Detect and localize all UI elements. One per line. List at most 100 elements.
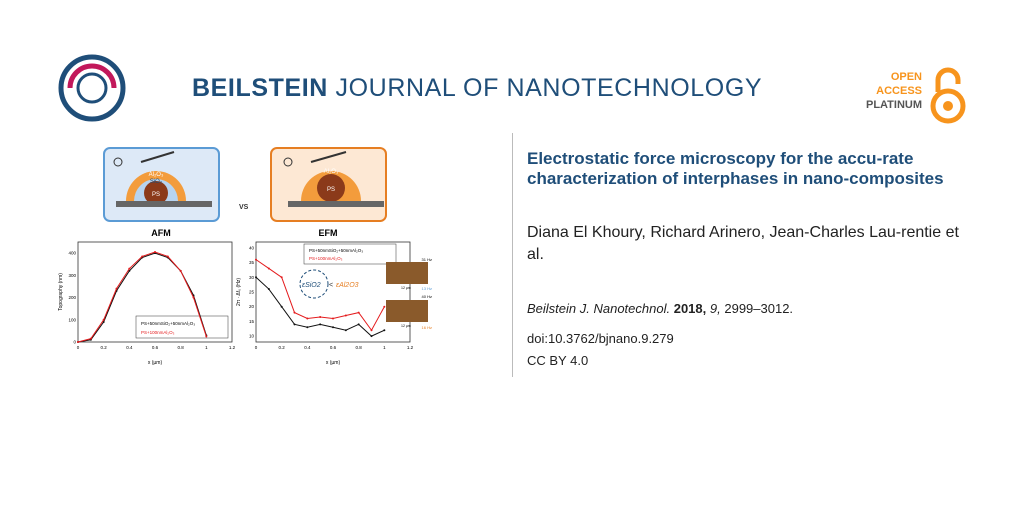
afm-xtick: 0.8 bbox=[178, 345, 185, 350]
vs-label: VS bbox=[239, 204, 249, 211]
efm-legend-a: PS+50nmSiO₂+50nmAl₂O₃ bbox=[309, 248, 363, 253]
article-doi[interactable]: doi:10.3762/bjnano.9.279 bbox=[527, 331, 674, 346]
article-title[interactable]: Electrostatic force microscopy for the a… bbox=[527, 149, 944, 188]
efm-series-a-point bbox=[332, 326, 334, 329]
afm-core-label: PS bbox=[152, 192, 160, 198]
efm-label: EFM bbox=[319, 228, 338, 238]
afm-xlabel: x (µm) bbox=[148, 360, 163, 366]
efm-xtick: 0.4 bbox=[304, 345, 311, 350]
afm-series-a-point bbox=[102, 321, 105, 323]
map1-bottom-label: 13 Hz bbox=[422, 286, 432, 291]
efm-ytick: 10 bbox=[249, 334, 255, 339]
journal-name-bold: BEILSTEIN bbox=[192, 74, 328, 102]
efm-series-b-point bbox=[332, 317, 334, 320]
afm-chart: Topography (nm) x (µm) PS+50nmSiO₂+50nmA… bbox=[58, 241, 236, 366]
afm-ytick: 100 bbox=[68, 317, 76, 322]
afm-series-b-point bbox=[128, 267, 131, 270]
efm-ytick: 20 bbox=[249, 304, 255, 309]
afm-series-b-point bbox=[102, 318, 105, 321]
oa-line-access: ACCESS bbox=[876, 85, 922, 97]
afm-series-b-point bbox=[192, 296, 195, 299]
efm-xtick: 0.8 bbox=[356, 345, 363, 350]
efm-series-b-point bbox=[383, 305, 386, 308]
afm-xtick: 1 bbox=[205, 345, 208, 350]
beilstein-logo-icon bbox=[58, 54, 126, 122]
efm-ytick: 35 bbox=[249, 260, 255, 265]
efm-ytick: 25 bbox=[249, 290, 255, 295]
article-authors: Diana El Khoury, Richard Arinero, Jean-C… bbox=[527, 224, 959, 263]
afm-series-b-point bbox=[89, 337, 92, 340]
efm-legend-b: PS+100nmAl₂O₃ bbox=[309, 256, 343, 261]
efm-series-a-point bbox=[280, 305, 283, 308]
vertical-divider bbox=[512, 133, 513, 377]
efm-ytick: 15 bbox=[249, 319, 255, 324]
afm-series-b-point bbox=[166, 255, 169, 258]
afm-xtick: 1.2 bbox=[229, 345, 236, 350]
efm-xtick: 0.2 bbox=[279, 345, 286, 350]
efm-legend bbox=[303, 243, 397, 265]
afm-substrate bbox=[116, 201, 212, 207]
efm-series-b-point bbox=[267, 267, 270, 270]
afm-legend-b: PS+100nmAl₂O₃ bbox=[141, 330, 175, 335]
efm-core bbox=[317, 174, 345, 202]
map1-scalebar: 12 µm bbox=[401, 286, 411, 290]
map1-top-label: 31 Hz bbox=[422, 257, 432, 262]
efm-series-b-point bbox=[370, 329, 373, 332]
citation-journal: Beilstein J. Nanotechnol. bbox=[527, 301, 671, 316]
afm-series-b-point bbox=[77, 341, 79, 343]
afm-series-b-point bbox=[141, 255, 144, 258]
efm-series-a-point bbox=[267, 288, 270, 291]
afm-ytick: 0 bbox=[73, 340, 76, 345]
afm-ylabel: Topography (nm) bbox=[58, 273, 64, 311]
afm-xtick: 0.4 bbox=[126, 345, 133, 350]
afm-series-b-point bbox=[205, 335, 208, 338]
afm-shell-inner-label: SiO₂ bbox=[150, 179, 163, 185]
efm-xtick: 0 bbox=[255, 345, 258, 350]
afm-ytick: 300 bbox=[68, 273, 76, 278]
efm-series-b-point bbox=[357, 311, 360, 314]
efm-map-1 bbox=[386, 262, 428, 284]
afm-series-b-point bbox=[154, 251, 156, 253]
efm-source-icon bbox=[283, 157, 293, 167]
afm-xtick: 0 bbox=[77, 345, 80, 350]
efm-cantilever bbox=[310, 151, 347, 163]
efm-series-b-point bbox=[255, 258, 257, 261]
afm-plot-frame bbox=[77, 241, 233, 343]
efm-xlabel: x (µm) bbox=[326, 360, 341, 366]
efm-core-label: PS bbox=[327, 187, 335, 193]
article-license[interactable]: CC BY 4.0 bbox=[527, 353, 589, 368]
afm-cantilever bbox=[140, 151, 175, 163]
article-citation: Beilstein J. Nanotechnol. 2018, 9, 2999–… bbox=[527, 301, 793, 316]
citation-pages: 2999–3012. bbox=[724, 301, 794, 316]
efm-ytick: 40 bbox=[249, 245, 255, 250]
efm-plot-frame bbox=[255, 241, 411, 343]
map2-scalebar: 12 µm bbox=[401, 324, 411, 328]
efm-xtick: 1 bbox=[383, 345, 386, 350]
efm-series-b-point bbox=[319, 316, 322, 318]
afm-series-a-point bbox=[128, 269, 131, 272]
open-access-text: OPEN ACCESS PLATINUM bbox=[866, 70, 922, 112]
afm-shell-outer-label: Al₂O₃ bbox=[149, 172, 164, 178]
efm-xtick: 0.6 bbox=[330, 345, 337, 350]
efm-xtick: 1.2 bbox=[407, 345, 414, 350]
efm-shell-label: Al₂O₃ bbox=[324, 169, 339, 175]
efm-chart: 2π · Δf₀ (Hz) x (µm) PS+50nmSiO₂+50nmAl₂… bbox=[236, 241, 414, 366]
citation-volume: 9, bbox=[709, 301, 721, 316]
afm-xtick: 0.6 bbox=[152, 345, 159, 350]
eps-al2o3-label: εAl2O3 bbox=[336, 282, 359, 289]
afm-series-b-point bbox=[115, 287, 118, 290]
efm-series-a-point bbox=[383, 329, 386, 332]
oa-line-platinum: PLATINUM bbox=[865, 99, 922, 111]
citation-year: 2018, bbox=[673, 301, 707, 316]
efm-series-a-point bbox=[255, 276, 257, 279]
efm-series-a-point bbox=[344, 329, 347, 332]
efm-series-b-line bbox=[255, 259, 385, 332]
afm-series-b-point bbox=[179, 269, 182, 272]
efm-series-a-point bbox=[306, 326, 309, 329]
afm-label: AFM bbox=[151, 228, 171, 238]
efm-ytick: 30 bbox=[249, 275, 255, 280]
efm-series-b-point bbox=[306, 317, 309, 320]
eps-sio2-label: εSiO2 bbox=[302, 282, 321, 289]
journal-name[interactable]: BEILSTEIN JOURNAL OF NANOTECHNOLOGY bbox=[192, 74, 762, 103]
eps-circle bbox=[299, 269, 329, 299]
